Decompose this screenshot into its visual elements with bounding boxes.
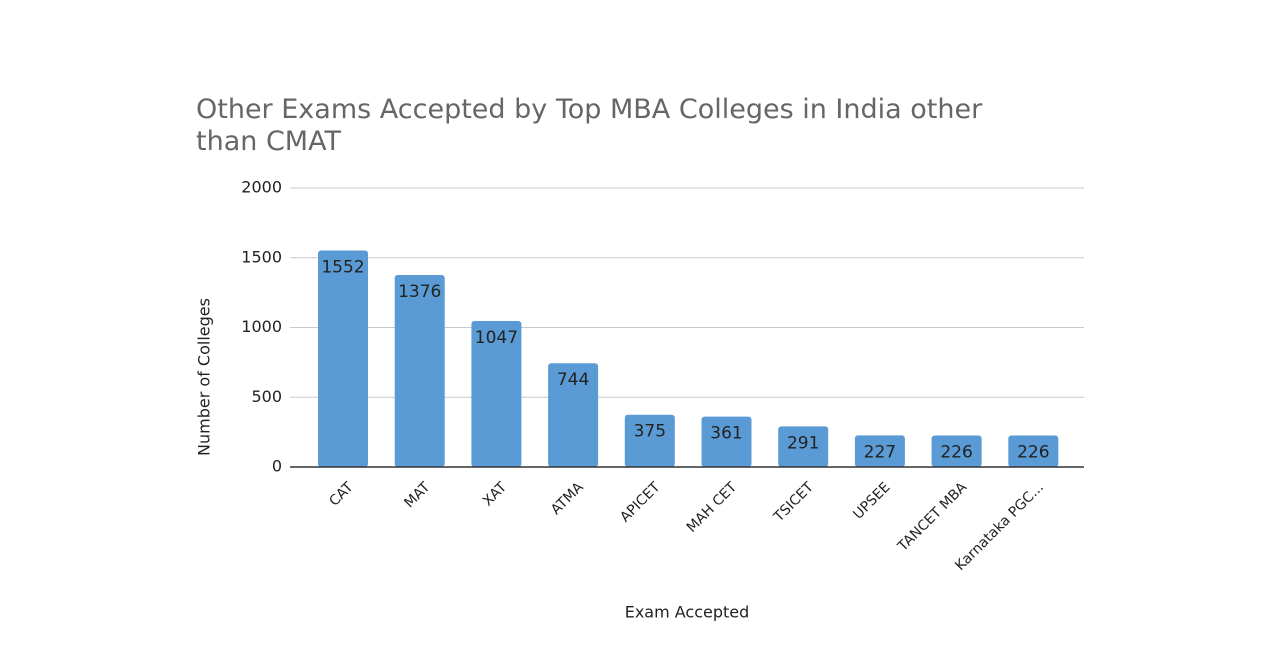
x-axis-title: Exam Accepted	[625, 603, 750, 622]
bar	[548, 363, 599, 467]
value-label: 291	[787, 433, 819, 453]
x-tick-label: APICET	[617, 479, 664, 526]
y-axis-title: Number of Colleges	[195, 298, 214, 456]
bar	[318, 250, 368, 467]
value-label: 375	[634, 422, 666, 442]
bar	[394, 275, 445, 467]
value-label: 227	[864, 442, 896, 462]
value-label: 1047	[475, 328, 518, 348]
y-tick-label: 0	[272, 457, 282, 476]
bar	[471, 320, 522, 467]
x-tick-label: XAT	[480, 479, 510, 509]
x-tick-label: UPSEE	[850, 479, 893, 522]
value-label: 744	[557, 370, 589, 390]
bar	[701, 416, 752, 467]
value-label: 1552	[321, 257, 364, 277]
x-tick-label: MAH CET	[684, 479, 741, 536]
chart-title: Other Exams Accepted by Top MBA Colleges…	[196, 94, 983, 157]
bar	[1008, 435, 1059, 467]
bar	[624, 414, 675, 467]
value-label: 361	[710, 424, 742, 444]
value-label: 226	[940, 442, 972, 462]
x-tick-label: MAT	[401, 479, 433, 511]
x-tick-label: TANCET MBA	[894, 479, 970, 555]
value-label: 1376	[398, 282, 441, 302]
y-tick-label: 2000	[241, 178, 282, 197]
value-label: 226	[1017, 442, 1049, 462]
x-tick-label: CAT	[326, 479, 357, 510]
bar	[854, 435, 905, 467]
x-tick-label: ATMA	[548, 479, 587, 518]
y-tick-label: 500	[251, 387, 282, 406]
x-tick-label: TSICET	[770, 479, 817, 526]
y-tick-label: 1000	[241, 317, 282, 336]
bar	[778, 426, 829, 467]
bar	[931, 435, 982, 467]
y-tick-label: 1500	[241, 247, 282, 266]
